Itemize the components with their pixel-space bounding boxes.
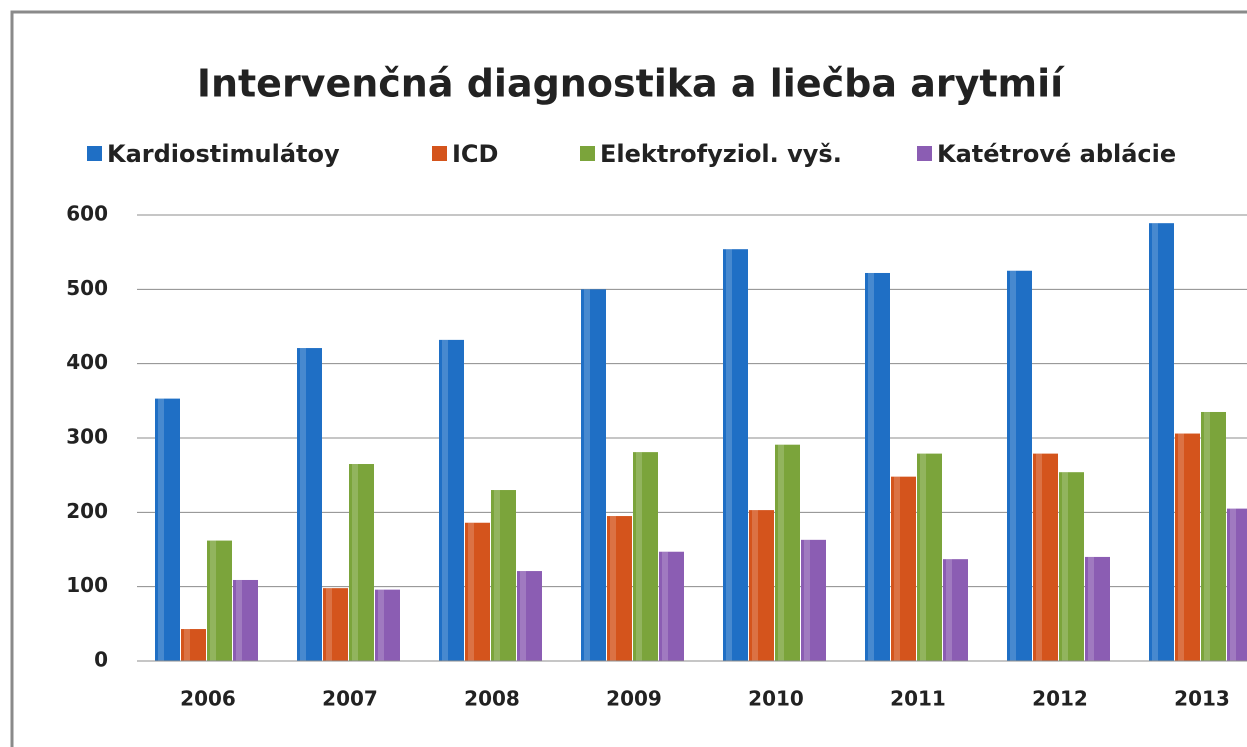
bar — [375, 589, 400, 661]
bar — [1201, 411, 1226, 661]
bar — [517, 571, 542, 661]
bar — [439, 339, 464, 661]
bar — [1085, 556, 1110, 661]
bar — [1227, 508, 1247, 661]
y-tick-label: 300 — [66, 425, 108, 449]
bar-highlight — [442, 339, 448, 661]
bar-highlight — [1230, 508, 1236, 661]
bar — [465, 522, 490, 661]
bar-highlight — [378, 589, 384, 661]
y-tick-label: 200 — [66, 499, 108, 523]
x-tick-label: 2013 — [1174, 687, 1230, 711]
bar — [297, 348, 322, 661]
bar-highlight — [1152, 223, 1158, 661]
bar-highlight — [778, 444, 784, 661]
bar — [865, 272, 890, 661]
bar — [581, 289, 606, 661]
bar — [749, 510, 774, 661]
bar-highlight — [662, 551, 668, 661]
bar-highlight — [1178, 433, 1184, 661]
chart-title: Intervenčná diagnostika a liečba arytmií — [197, 62, 1065, 106]
bar-highlight — [1088, 556, 1094, 661]
bar-highlight — [752, 510, 758, 661]
bar-highlight — [326, 588, 332, 661]
bar-highlight — [868, 272, 874, 661]
bar — [607, 516, 632, 661]
bar-highlight — [158, 398, 164, 661]
bar-highlight — [1062, 472, 1068, 661]
bar — [775, 444, 800, 661]
bar-highlight — [236, 579, 242, 661]
bar-highlight — [894, 476, 900, 661]
legend-label: ICD — [452, 140, 498, 168]
x-tick-label: 2010 — [748, 687, 804, 711]
bar-highlight — [584, 289, 590, 661]
legend-marker — [432, 146, 447, 161]
bar-highlight — [946, 559, 952, 661]
bar-highlight — [1010, 270, 1016, 661]
bar-highlight — [1204, 411, 1210, 661]
y-tick-label: 600 — [66, 202, 108, 226]
bar-highlight — [610, 516, 616, 661]
y-tick-label: 400 — [66, 350, 108, 374]
bar — [723, 249, 748, 661]
legend-marker — [580, 146, 595, 161]
bar-highlight — [920, 453, 926, 661]
bar — [323, 588, 348, 661]
bar — [801, 539, 826, 661]
bar — [659, 551, 684, 661]
y-tick-label: 0 — [94, 648, 108, 672]
x-tick-label: 2007 — [322, 687, 378, 711]
bar — [1059, 472, 1084, 661]
x-tick-label: 2009 — [606, 687, 662, 711]
bar-highlight — [352, 464, 358, 661]
bar — [155, 398, 180, 661]
bar-highlight — [300, 348, 306, 661]
bar — [491, 490, 516, 661]
bar-highlight — [184, 629, 190, 661]
bar-highlight — [468, 522, 474, 661]
bar — [181, 629, 206, 661]
x-tick-label: 2012 — [1032, 687, 1088, 711]
bar — [633, 452, 658, 661]
bar-highlight — [1036, 453, 1042, 661]
y-tick-label: 500 — [66, 276, 108, 300]
bar-highlight — [520, 571, 526, 661]
x-tick-label: 2006 — [180, 687, 236, 711]
bar — [233, 579, 258, 661]
bar-highlight — [804, 539, 810, 661]
bar — [1007, 270, 1032, 661]
bar-highlight — [210, 540, 216, 661]
bar — [943, 559, 968, 661]
legend-marker — [87, 146, 102, 161]
y-tick-label: 100 — [66, 573, 108, 597]
bar-highlight — [494, 490, 500, 661]
bar-highlight — [636, 452, 642, 661]
bar-highlight — [726, 249, 732, 661]
legend-label: Katétrové ablácie — [937, 140, 1176, 168]
x-tick-label: 2008 — [464, 687, 520, 711]
bar — [1033, 453, 1058, 661]
legend-marker — [917, 146, 932, 161]
legend-label: Kardiostimulátoy — [107, 140, 340, 168]
bar — [349, 464, 374, 661]
x-tick-label: 2011 — [890, 687, 946, 711]
bar — [891, 476, 916, 661]
bar — [1175, 433, 1200, 661]
legend-label: Elektrofyziol. vyš. — [600, 140, 842, 168]
bar — [917, 453, 942, 661]
bar — [207, 540, 232, 661]
bar — [1149, 223, 1174, 661]
